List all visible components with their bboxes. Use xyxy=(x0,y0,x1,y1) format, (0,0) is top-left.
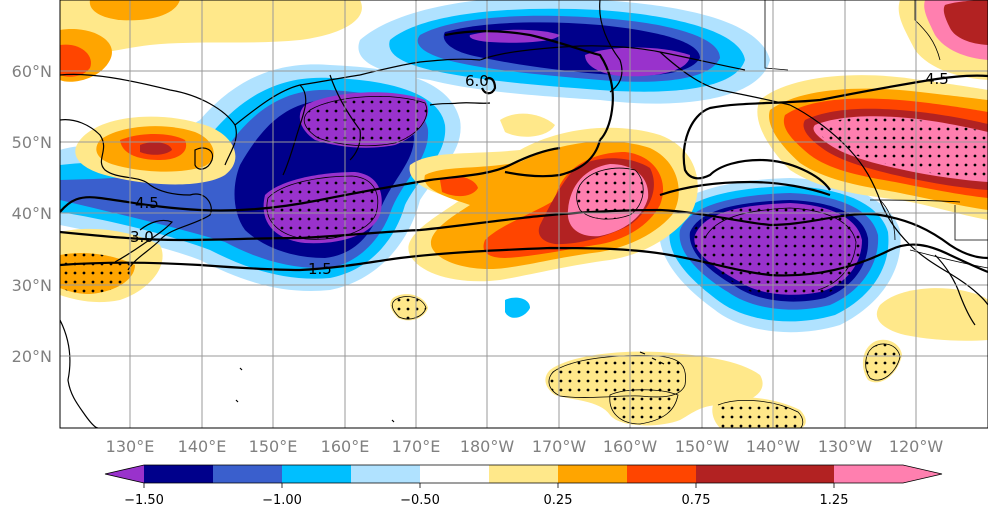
colorbar-extend-low xyxy=(105,465,144,483)
latitude-labels: 60°N 50°N 40°N 30°N 20°N xyxy=(12,62,52,366)
contour-label-1-5: 1.5 xyxy=(308,260,332,278)
lat-label: 40°N xyxy=(12,204,52,223)
lon-label: 130°W xyxy=(818,437,873,456)
map-plot-area: 6.0 4.5 4.5 3.0 1.5 xyxy=(60,0,988,428)
colorbar-segment xyxy=(213,465,282,483)
contour-label-6-0: 6.0 xyxy=(465,72,489,90)
colorbar-tick-label: 0.25 xyxy=(544,493,573,508)
colorbar-segment xyxy=(489,465,558,483)
colorbar-tick-label: 1.25 xyxy=(820,493,849,508)
longitude-labels: 130°E 140°E 150°E 160°E 170°E 180°W 170°… xyxy=(106,437,944,456)
colorbar-segment xyxy=(420,465,489,483)
colorbar: −1.50 −1.00 −0.50 0.25 0.75 1.25 xyxy=(105,465,942,508)
lon-label: 140°E xyxy=(178,437,227,456)
lon-label: 140°W xyxy=(746,437,801,456)
colorbar-segment xyxy=(765,465,834,483)
contour-label-4-5-west: 4.5 xyxy=(135,194,159,212)
colorbar-segment xyxy=(558,465,627,483)
colorbar-tick-label: −1.50 xyxy=(124,493,164,508)
lat-label: 30°N xyxy=(12,276,52,295)
lon-label: 160°E xyxy=(321,437,370,456)
lon-label: 170°W xyxy=(532,437,587,456)
colorbar-segment xyxy=(144,465,213,483)
colorbar-tick-label: −1.00 xyxy=(262,493,302,508)
lon-label: 170°E xyxy=(392,437,441,456)
lon-label: 120°W xyxy=(889,437,944,456)
contour-label-3-0: 3.0 xyxy=(130,228,154,246)
colorbar-tick-label: −0.50 xyxy=(400,493,440,508)
colorbar-extend-high xyxy=(903,465,942,483)
lat-label: 60°N xyxy=(12,62,52,81)
colorbar-segment xyxy=(351,465,420,483)
lon-label: 160°W xyxy=(603,437,658,456)
colorbar-segment xyxy=(834,465,903,483)
lon-label: 130°E xyxy=(106,437,155,456)
lat-label: 20°N xyxy=(12,347,52,366)
lon-label: 150°E xyxy=(249,437,298,456)
lon-label: 180°W xyxy=(460,437,515,456)
lat-label: 50°N xyxy=(12,133,52,152)
colorbar-tick-label: 0.75 xyxy=(682,493,711,508)
contour-label-4-5-east: 4.5 xyxy=(925,70,949,88)
colorbar-segment xyxy=(282,465,351,483)
colorbar-segment xyxy=(696,465,765,483)
lon-label: 150°W xyxy=(675,437,730,456)
colorbar-segment xyxy=(627,465,696,483)
